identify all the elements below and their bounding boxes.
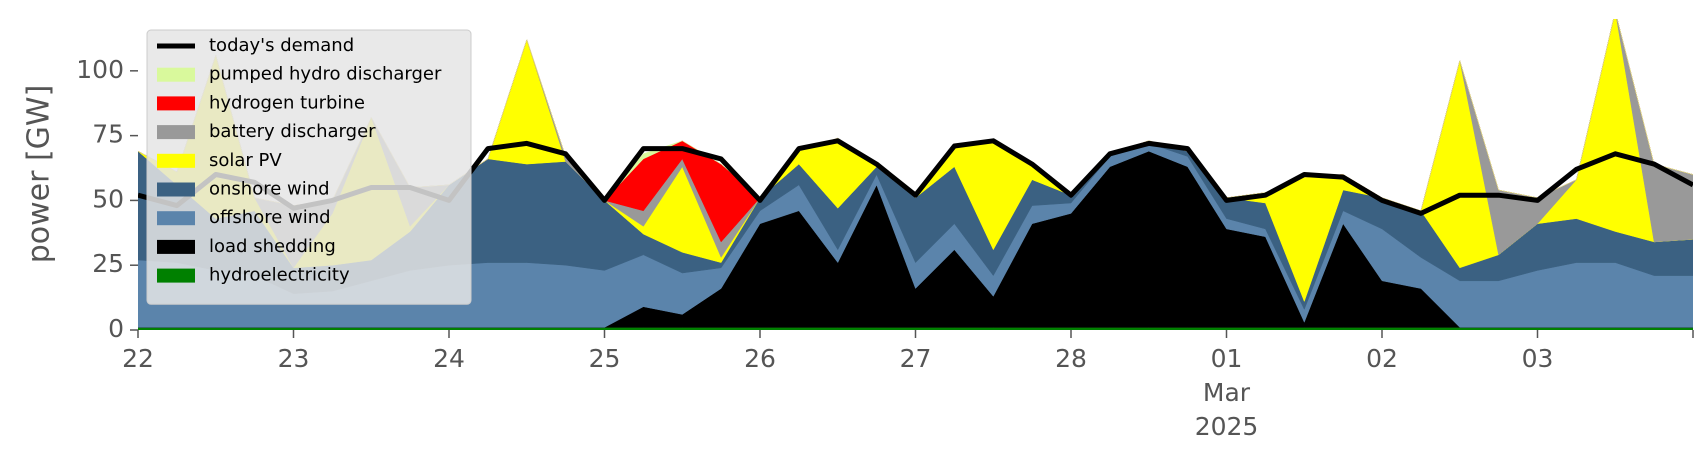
legend-swatch [157, 268, 195, 283]
y-tick-label: 0 [108, 314, 124, 343]
legend-label: today's demand [209, 35, 354, 56]
legend-label: load shedding [209, 236, 336, 257]
y-tick-label: 100 [76, 55, 124, 84]
x-tick-label: 01 [1211, 344, 1243, 373]
legend-label: solar PV [209, 150, 282, 171]
x-tick-sublabel: Mar [1203, 378, 1251, 407]
x-tick-label: 02 [1366, 344, 1398, 373]
x-tick-label: 25 [589, 344, 621, 373]
x-tick-label: 24 [433, 344, 465, 373]
y-tick-label: 50 [92, 184, 124, 213]
y-tick-label: 25 [92, 249, 124, 278]
x-tick-label: 27 [900, 344, 932, 373]
legend-swatch [157, 96, 195, 111]
x-tick-label: 22 [122, 344, 154, 373]
x-tick-label: 26 [744, 344, 776, 373]
legend-swatch [157, 125, 195, 140]
x-tick-sublabel: 2025 [1195, 412, 1259, 441]
x-tick-label: 28 [1055, 344, 1087, 373]
legend-box [146, 29, 472, 305]
y-axis-label: power [GW] [22, 85, 57, 264]
legend-label: offshore wind [209, 207, 331, 228]
legend: today's demand pumped hydro discharger hyd… [146, 29, 472, 305]
axes: 0 25 50 75 100 22 23 24 25 26 27 28 01 02 03 Mar 2025 [76, 55, 1694, 441]
legend-label: battery discharger [209, 121, 376, 142]
legend-label: hydroelectricity [209, 265, 350, 286]
area [138, 327, 1693, 330]
y-tick-label: 75 [92, 120, 124, 149]
legend-label: onshore wind [209, 179, 330, 200]
legend-swatch [157, 67, 195, 82]
x-tick-label: 03 [1522, 344, 1554, 373]
legend-label: pumped hydro discharger [209, 64, 442, 85]
legend-swatch [157, 182, 195, 197]
x-tick-label: 23 [278, 344, 310, 373]
legend-swatch [157, 211, 195, 226]
legend-label: hydrogen turbine [209, 92, 365, 113]
legend-swatch [157, 153, 195, 168]
legend-swatch [157, 239, 195, 254]
